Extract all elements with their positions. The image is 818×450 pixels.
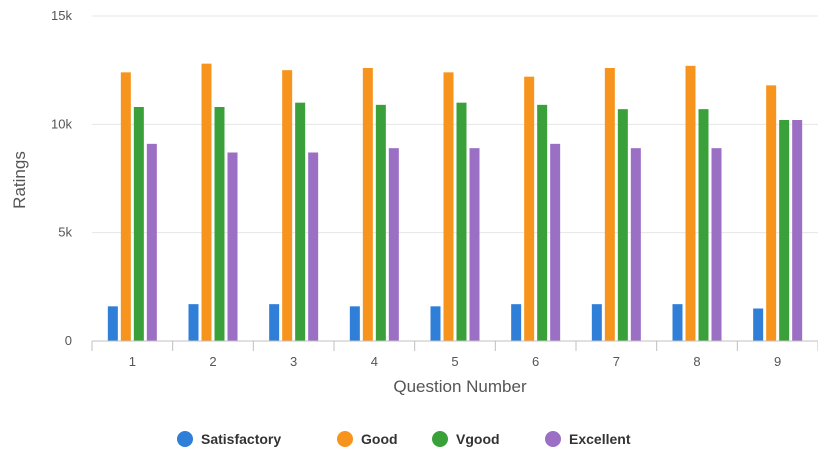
bar-good-q7 [604, 68, 615, 341]
legend-label-good: Good [361, 431, 398, 447]
bar-good-q1 [120, 72, 131, 341]
bar-satisfactory-q6 [511, 304, 522, 341]
legend-item-satisfactory: Satisfactory [177, 431, 281, 447]
legend: Satisfactory Good Vgood Excellent [177, 431, 631, 447]
y-tick-label: 10k [51, 116, 72, 131]
bar-vgood-q9 [779, 120, 790, 341]
legend-marker-excellent [545, 431, 561, 447]
legend-marker-vgood [432, 431, 448, 447]
x-axis: 1 2 3 4 5 6 7 8 9 [91, 340, 818, 369]
bar-excellent-q9 [792, 120, 803, 341]
bar-satisfactory-q3 [269, 304, 280, 341]
bar-excellent-q6 [550, 143, 561, 341]
bar-excellent-q4 [388, 148, 399, 341]
x-tick-label: 2 [209, 354, 216, 369]
bar-vgood-q4 [375, 104, 386, 341]
y-axis: 0 5k 10k 15k [51, 8, 72, 348]
bar-vgood-q3 [295, 102, 306, 342]
bar-satisfactory-q5 [430, 306, 441, 341]
bar-excellent-q2 [227, 152, 238, 341]
y-tick-label: 0 [65, 333, 72, 348]
bar-vgood-q1 [133, 107, 144, 341]
y-tick-label: 15k [51, 8, 72, 23]
bar-excellent-q1 [146, 143, 157, 341]
x-tick-label: 7 [613, 354, 620, 369]
bar-satisfactory-q7 [591, 304, 602, 341]
bar-vgood-q7 [617, 109, 628, 342]
bar-good-q8 [685, 65, 696, 341]
gridlines [92, 15, 818, 234]
bar-good-q3 [282, 70, 293, 342]
x-tick-label: 4 [371, 354, 378, 369]
bar-satisfactory-q1 [107, 306, 118, 341]
bars [107, 63, 803, 342]
bar-excellent-q5 [469, 148, 480, 341]
y-tick-label: 5k [58, 225, 72, 240]
bar-good-q5 [443, 72, 454, 341]
legend-marker-good [337, 431, 353, 447]
bar-satisfactory-q2 [188, 304, 199, 341]
bar-good-q4 [362, 68, 373, 341]
legend-label-satisfactory: Satisfactory [201, 431, 281, 447]
x-axis-title: Question Number [393, 377, 527, 396]
legend-label-vgood: Vgood [456, 431, 500, 447]
bar-satisfactory-q4 [349, 306, 360, 341]
legend-item-vgood: Vgood [432, 431, 500, 447]
legend-marker-satisfactory [177, 431, 193, 447]
y-axis-title: Ratings [10, 151, 29, 209]
x-tick-label: 1 [129, 354, 136, 369]
legend-item-excellent: Excellent [545, 431, 631, 447]
bar-good-q6 [524, 76, 535, 342]
bar-excellent-q3 [308, 152, 319, 341]
bar-vgood-q5 [456, 102, 467, 342]
bar-vgood-q6 [537, 104, 548, 341]
x-tick-label: 5 [451, 354, 458, 369]
bar-good-q9 [766, 85, 777, 341]
bar-satisfactory-q9 [753, 308, 764, 341]
bar-excellent-q7 [630, 148, 641, 341]
bar-vgood-q2 [214, 107, 225, 341]
x-tick-label: 3 [290, 354, 297, 369]
bar-vgood-q8 [698, 109, 709, 342]
bar-satisfactory-q8 [672, 304, 683, 341]
x-tick-label: 6 [532, 354, 539, 369]
bar-good-q2 [201, 63, 212, 342]
x-tick-label: 8 [693, 354, 700, 369]
legend-label-excellent: Excellent [569, 431, 631, 447]
x-tick-label: 9 [774, 354, 781, 369]
bar-excellent-q8 [711, 148, 722, 341]
legend-item-good: Good [337, 431, 398, 447]
